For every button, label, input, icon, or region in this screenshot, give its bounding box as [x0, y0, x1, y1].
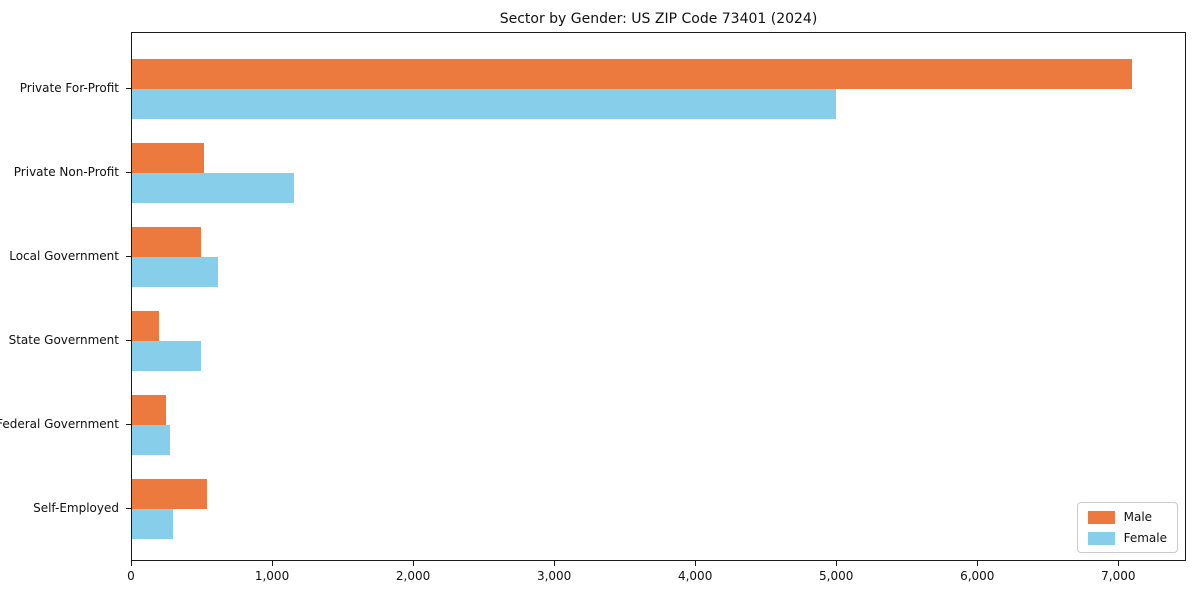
category-row	[132, 47, 1185, 131]
legend-entry-male: Male	[1087, 510, 1167, 524]
bar-female	[132, 341, 201, 371]
bar-female	[132, 509, 173, 539]
legend: Male Female	[1076, 502, 1178, 553]
x-tick-label: 5,000	[819, 569, 854, 583]
category-row	[132, 215, 1185, 299]
x-tick-label: 0	[127, 569, 135, 583]
category-row	[132, 467, 1185, 551]
category-label: Federal Government	[0, 417, 119, 431]
bar-male	[132, 479, 207, 509]
legend-label: Female	[1123, 531, 1167, 545]
x-tick-label: 6,000	[960, 569, 995, 583]
category-row	[132, 131, 1185, 215]
category-label: Local Government	[9, 249, 119, 263]
x-tick-mark	[836, 561, 838, 566]
category-label: Private Non-Profit	[13, 165, 119, 179]
category-label: State Government	[8, 333, 119, 347]
bar-female	[132, 257, 218, 287]
bar-male	[132, 59, 1132, 89]
bar-female	[132, 89, 836, 119]
x-tick-mark	[695, 561, 697, 566]
y-axis-labels: Private For-Profit Private Non-Profit Loca…	[0, 32, 119, 561]
chart-title: Sector by Gender: US ZIP Code 73401 (202…	[499, 11, 818, 27]
x-tick-mark	[554, 561, 556, 566]
plot-area: Male Female	[131, 32, 1186, 561]
legend-label: Male	[1123, 510, 1153, 524]
x-tick-label: 4,000	[677, 569, 713, 583]
x-tick-mark	[131, 561, 132, 566]
category-label: Self-Employed	[33, 501, 119, 515]
category-row	[132, 383, 1185, 467]
legend-swatch-female	[1087, 531, 1115, 545]
x-tick-mark	[1118, 561, 1120, 566]
category-label: Private For-Profit	[19, 81, 119, 95]
bar-male	[132, 227, 201, 257]
x-tick-mark	[977, 561, 979, 566]
bar-female	[132, 173, 294, 203]
x-tick-label: 3,000	[536, 569, 572, 583]
bar-male	[132, 143, 204, 173]
x-tick-label: 1,000	[254, 569, 290, 583]
bar-male	[132, 311, 159, 341]
x-tick-mark	[413, 561, 415, 566]
x-tick-mark	[272, 561, 274, 566]
legend-entry-female: Female	[1087, 531, 1167, 545]
category-row	[132, 299, 1185, 383]
legend-swatch-male	[1087, 510, 1115, 524]
x-tick-label: 2,000	[395, 569, 431, 583]
bar-female	[132, 425, 170, 455]
bar-rows	[132, 33, 1185, 560]
x-tick-label: 7,000	[1101, 569, 1136, 583]
bar-male	[132, 395, 166, 425]
